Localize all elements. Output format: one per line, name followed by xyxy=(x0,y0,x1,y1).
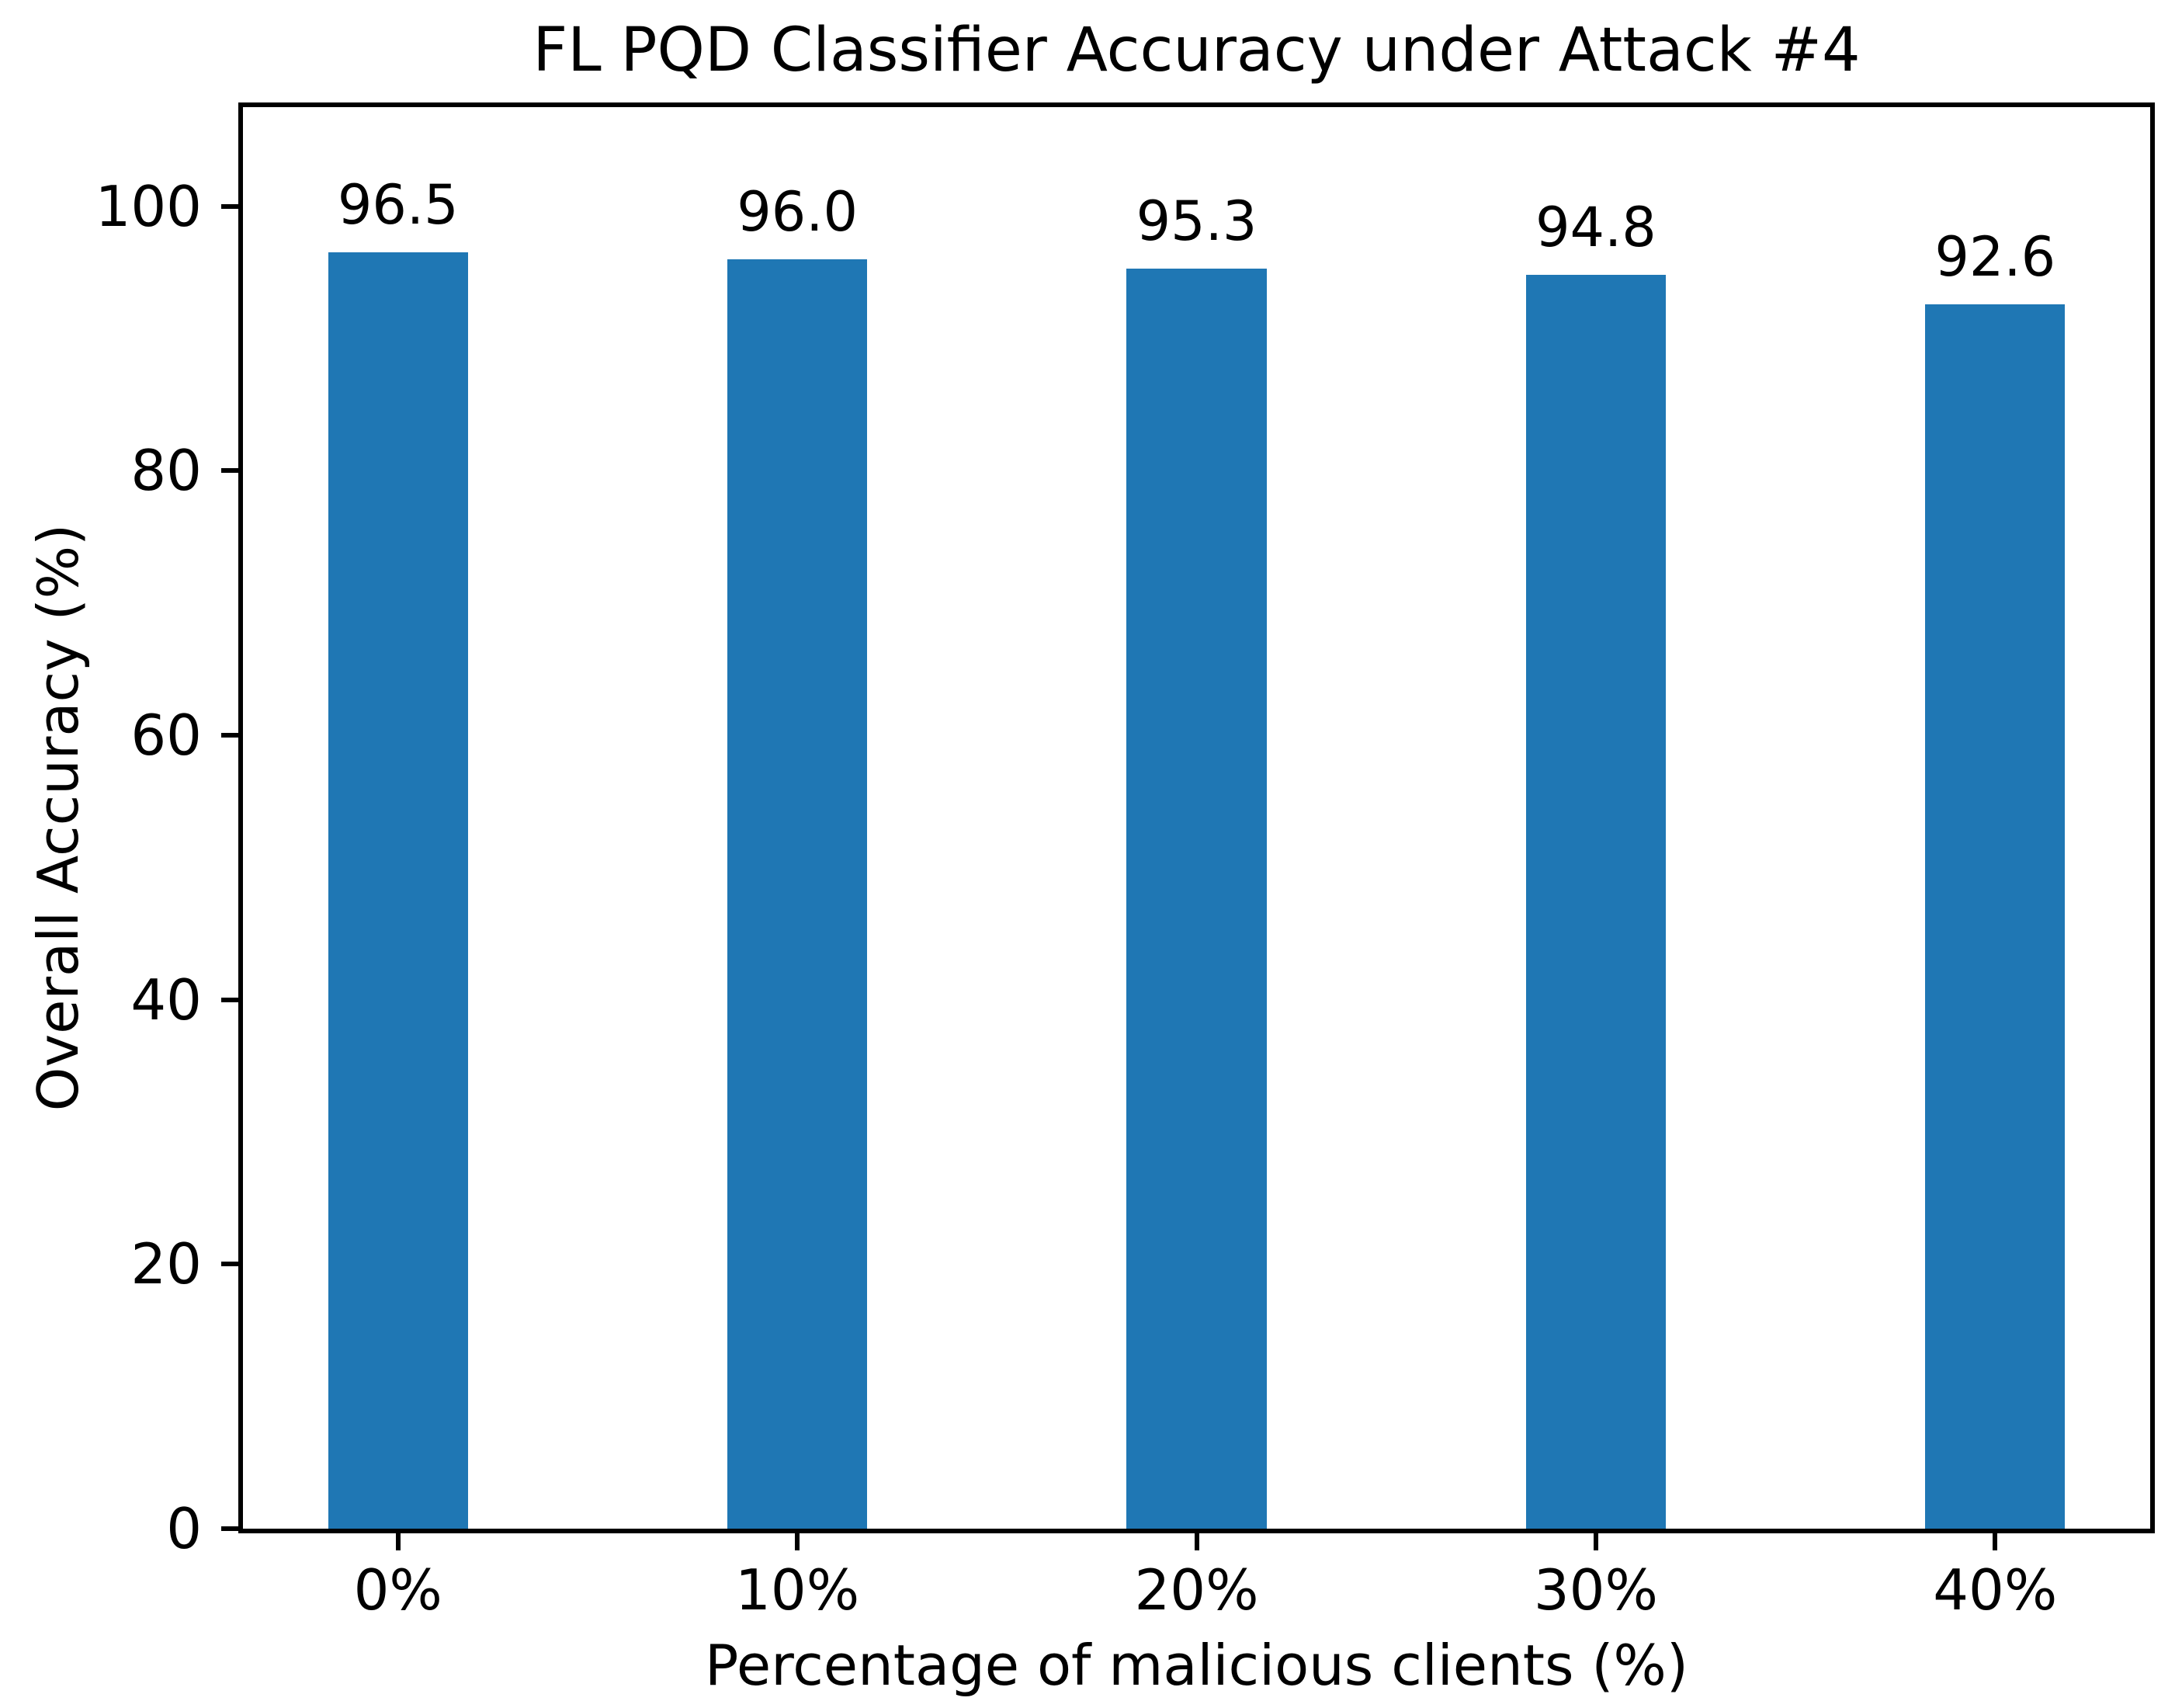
y-axis-tick xyxy=(221,1262,238,1267)
bar-value-label: 95.3 xyxy=(1136,189,1258,253)
y-axis-tick xyxy=(221,997,238,1002)
bar xyxy=(328,252,468,1529)
bar xyxy=(1126,268,1267,1529)
bar xyxy=(1925,304,2066,1529)
bar xyxy=(727,259,868,1529)
x-axis-tick xyxy=(795,1533,800,1550)
x-axis-tick-label: 10% xyxy=(735,1557,860,1623)
x-axis-tick xyxy=(1194,1533,1199,1550)
bar-value-label: 94.8 xyxy=(1535,196,1656,260)
y-axis-tick-label: 100 xyxy=(95,173,202,239)
y-axis-tick xyxy=(221,468,238,474)
y-axis-tick-label: 20 xyxy=(130,1231,202,1297)
bar-value-label: 92.6 xyxy=(1934,224,2056,289)
x-axis-tick xyxy=(1993,1533,1998,1550)
x-axis-tick xyxy=(1593,1533,1598,1550)
x-axis-tick xyxy=(395,1533,401,1550)
y-axis-tick-label: 60 xyxy=(130,703,202,769)
bar-value-label: 96.5 xyxy=(337,173,459,238)
x-axis-tick-label: 20% xyxy=(1134,1557,1259,1623)
bar xyxy=(1525,275,1666,1529)
y-axis-tick xyxy=(221,733,238,738)
y-axis-tick xyxy=(221,203,238,209)
plot-area: 96.5 96.0 95.3 94.8 92.6 xyxy=(238,102,2155,1533)
y-axis-tick-label: 40 xyxy=(130,967,202,1033)
x-axis-tick-label: 0% xyxy=(353,1557,442,1623)
x-axis-tick-label: 40% xyxy=(1933,1557,2058,1623)
y-axis-tick xyxy=(221,1526,238,1531)
y-axis-tick-label: 0 xyxy=(166,1496,202,1561)
y-axis-tick-label: 80 xyxy=(130,438,202,504)
x-axis-label: Percentage of malicious clients (%) xyxy=(705,1633,1688,1698)
chart-title: FL PQD Classifier Accuracy under Attack … xyxy=(532,16,1861,85)
x-axis-tick-label: 30% xyxy=(1533,1557,1658,1623)
bar-value-label: 96.0 xyxy=(737,179,859,244)
